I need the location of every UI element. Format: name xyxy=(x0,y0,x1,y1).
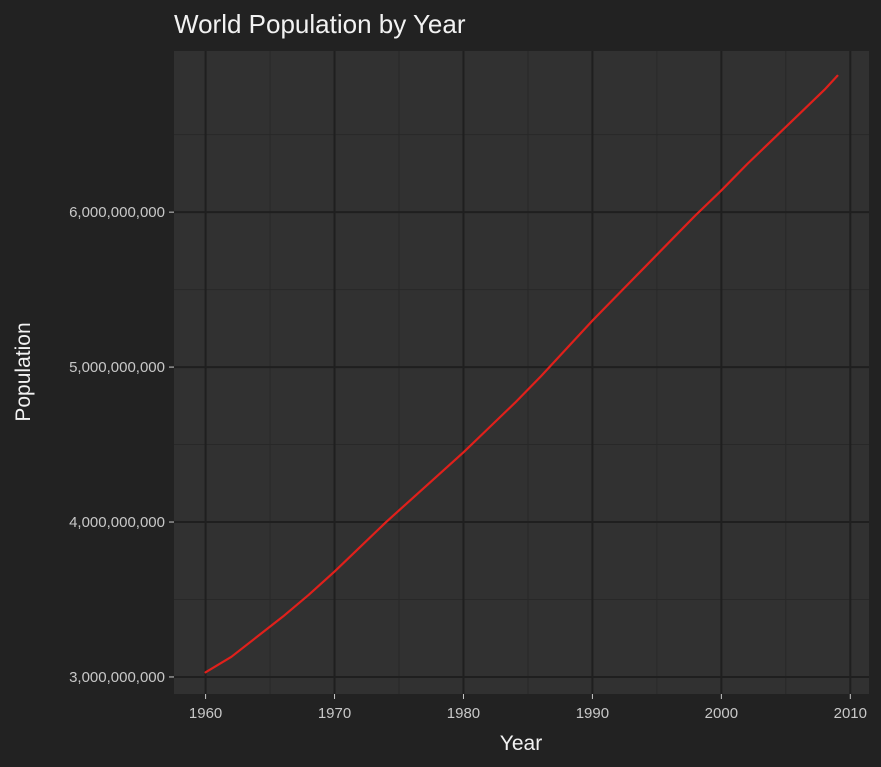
grid-lines xyxy=(174,51,869,694)
y-axis-title: Population xyxy=(12,322,35,421)
y-tick-label: 6,000,000,000 xyxy=(69,204,165,221)
y-tick-label: 4,000,000,000 xyxy=(69,514,165,531)
x-tick-label: 1970 xyxy=(318,705,351,722)
x-tick-label: 1960 xyxy=(189,705,222,722)
x-axis-title: Year xyxy=(500,732,542,755)
y-tick-label: 3,000,000,000 xyxy=(69,669,165,686)
axis-ticks: 1960 1970 1980 1990 2000 2010 3,000,000,000 4,0… xyxy=(69,204,867,722)
x-tick-label: 1990 xyxy=(576,705,609,722)
x-tick-label: 1980 xyxy=(447,705,480,722)
x-tick-label: 2010 xyxy=(834,705,867,722)
y-tick-label: 5,000,000,000 xyxy=(69,359,165,376)
x-tick-label: 2000 xyxy=(705,705,738,722)
population-line xyxy=(204,74,839,674)
chart-title: World Population by Year xyxy=(174,9,466,39)
